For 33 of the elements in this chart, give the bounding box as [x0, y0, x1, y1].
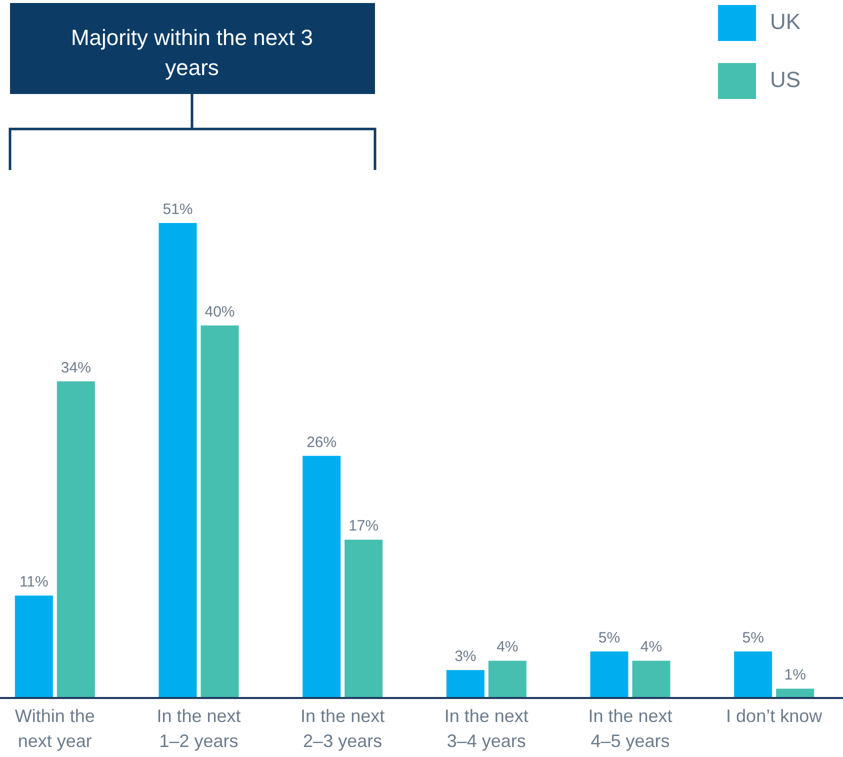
- data-label: 51%: [162, 201, 193, 218]
- data-label: 11%: [19, 574, 48, 591]
- x-tick-label: In the next 1–2 years: [156, 706, 241, 751]
- bar: [56, 381, 95, 698]
- x-tick-label: In the next 2–3 years: [300, 706, 385, 751]
- data-label: 40%: [204, 303, 235, 320]
- legend-label: UK: [770, 8, 801, 34]
- data-label: 4%: [496, 638, 518, 656]
- data-label: 34%: [60, 359, 91, 376]
- bar: [776, 688, 814, 698]
- bar: [14, 596, 53, 698]
- x-tick-label: In the next 4–5 years: [588, 706, 672, 751]
- data-label: 26%: [306, 434, 337, 451]
- bar: [200, 325, 239, 698]
- bar: [446, 670, 484, 698]
- bar: [734, 651, 772, 698]
- data-label: 1%: [784, 666, 806, 684]
- x-tick-label: I don’t know: [726, 706, 824, 726]
- data-label: 17%: [348, 518, 379, 535]
- bar: [632, 660, 670, 698]
- data-label: 3%: [454, 648, 476, 666]
- x-tick-label: In the next 3–4 years: [444, 706, 528, 751]
- bar: [488, 660, 526, 698]
- text: Majority within the next 3 years: [70, 25, 314, 80]
- bar: [302, 456, 341, 698]
- bar: [590, 651, 628, 698]
- data-label: 5%: [598, 629, 620, 646]
- bar: [344, 540, 383, 698]
- bar: [158, 223, 197, 698]
- data-label: 5%: [742, 629, 764, 646]
- legend-label: US: [770, 66, 801, 92]
- x-tick-label: Within the next year: [14, 706, 95, 751]
- data-label: 4%: [640, 638, 662, 656]
